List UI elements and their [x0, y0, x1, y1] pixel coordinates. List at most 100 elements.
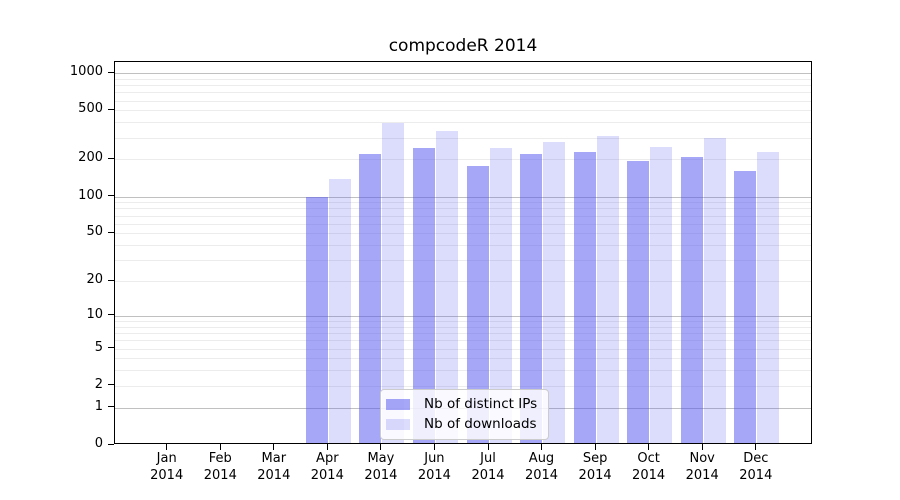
y-tick-2: [108, 384, 114, 386]
y-tick-1000: [108, 71, 114, 73]
y-tick-500: [108, 108, 114, 110]
y-tick-1: [108, 406, 114, 408]
gridline-y-3: [115, 370, 811, 372]
x-tick-label-jan: Jan 2014: [150, 451, 184, 483]
gridline-y-1000: [115, 73, 811, 74]
gridline-y-70: [115, 215, 811, 217]
legend-swatch-downloads: [386, 418, 410, 430]
y-tick-10: [108, 314, 114, 316]
gridline-y-20: [115, 281, 811, 283]
bar-downloads-may: [382, 123, 405, 443]
x-tick-nov: [701, 444, 703, 450]
plot-area: Nb of distinct IPs Nb of downloads: [114, 61, 812, 444]
bar-downloads-nov: [703, 138, 726, 443]
bar-downloads-aug: [543, 142, 565, 443]
bar-ips-jul: [466, 166, 489, 443]
bar-ips-aug: [520, 153, 542, 443]
gridline-y-5: [115, 348, 811, 350]
gridline-y-500: [115, 110, 811, 112]
y-tick-20: [108, 279, 114, 281]
x-tick-apr: [326, 444, 328, 450]
bar-ips-apr: [305, 197, 328, 443]
x-tick-label-oct: Oct 2014: [632, 451, 666, 483]
x-tick-may: [380, 444, 382, 450]
y-tick-200: [108, 157, 114, 159]
x-tick-jul: [487, 444, 489, 450]
x-tick-label-jun: Jun 2014: [417, 451, 451, 483]
bars-layer: [115, 62, 811, 443]
gridline-y-700: [115, 92, 811, 94]
gridline-y-800: [115, 85, 811, 86]
x-tick-mar: [273, 444, 275, 450]
gridline-y-40: [115, 245, 811, 246]
bar-downloads-apr: [328, 178, 351, 443]
x-tick-label-jul: Jul 2014: [471, 451, 505, 483]
bar-ips-may: [359, 153, 382, 443]
bar-ips-oct: [627, 161, 650, 443]
gridline-y-50: [115, 233, 811, 235]
gridline-y-10: [115, 315, 811, 317]
x-tick-jan: [166, 444, 168, 450]
y-tick-5: [108, 347, 114, 348]
legend: Nb of distinct IPs Nb of downloads: [380, 389, 550, 440]
gridline-y-8: [115, 326, 811, 328]
x-tick-feb: [219, 444, 221, 450]
gridline-y-4: [115, 358, 811, 360]
bar-downloads-oct: [650, 146, 673, 443]
gridline-y-6: [115, 340, 811, 342]
gridline-y-90: [115, 202, 811, 204]
bar-ips-jun: [412, 147, 435, 443]
y-tick-label-200: 200: [78, 150, 103, 166]
legend-label-downloads: Nb of downloads: [424, 416, 537, 432]
gridline-y-7: [115, 333, 811, 334]
gridline-y-300: [115, 137, 811, 139]
x-tick-label-dec: Dec 2014: [739, 451, 773, 483]
chart-title: compcodeR 2014: [388, 36, 538, 56]
y-tick-label-1: 1: [94, 398, 103, 414]
x-tick-label-nov: Nov 2014: [685, 451, 719, 483]
x-tick-label-aug: Aug 2014: [524, 451, 559, 483]
y-tick-label-500: 500: [78, 101, 103, 117]
y-tick-50: [108, 231, 114, 233]
bar-downloads-sep: [596, 135, 619, 443]
bar-ips-dec: [734, 171, 757, 443]
y-tick-100: [108, 195, 114, 196]
y-tick-label-100: 100: [78, 187, 103, 203]
bar-downloads-jun: [435, 131, 458, 443]
legend-label-distinct-ips: Nb of distinct IPs: [424, 396, 538, 412]
x-tick-jun: [433, 444, 435, 450]
x-tick-label-feb: Feb 2014: [203, 451, 237, 483]
grid-layer: [115, 62, 811, 443]
y-tick-label-5: 5: [94, 339, 103, 355]
gridline-y-400: [115, 122, 811, 124]
x-tick-aug: [541, 444, 542, 450]
gridline-y-80: [115, 208, 811, 210]
y-tick-label-1000: 1000: [69, 64, 103, 79]
gridline-y-9: [115, 321, 811, 322]
y-tick-label-20: 20: [86, 272, 103, 288]
x-tick-sep: [594, 444, 596, 450]
bar-downloads-jul: [489, 147, 512, 443]
y-tick-label-2: 2: [94, 376, 103, 392]
legend-swatch-distinct-ips: [386, 398, 410, 410]
bar-downloads-dec: [757, 152, 780, 443]
gridline-y-600: [115, 100, 811, 102]
x-tick-label-may: May 2014: [364, 451, 398, 483]
y-tick-label-50: 50: [86, 224, 103, 240]
gridline-y-30: [115, 260, 811, 262]
gridline-y-60: [115, 223, 811, 225]
y-tick-label-0: 0: [94, 436, 103, 451]
x-tick-label-mar: Mar 2014: [257, 451, 291, 483]
bar-ips-sep: [573, 152, 596, 443]
x-tick-label-sep: Sep 2014: [578, 451, 612, 483]
gridline-y-900: [115, 78, 811, 80]
legend-item-downloads: Nb of downloads: [386, 416, 537, 432]
gridline-y-100: [115, 196, 811, 198]
y-tick-0: [108, 443, 114, 445]
legend-item-distinct-ips: Nb of distinct IPs: [386, 396, 537, 412]
y-tick-label-10: 10: [86, 306, 103, 322]
x-tick-oct: [648, 444, 650, 450]
x-tick-dec: [755, 444, 757, 450]
gridline-y-200: [115, 159, 811, 161]
